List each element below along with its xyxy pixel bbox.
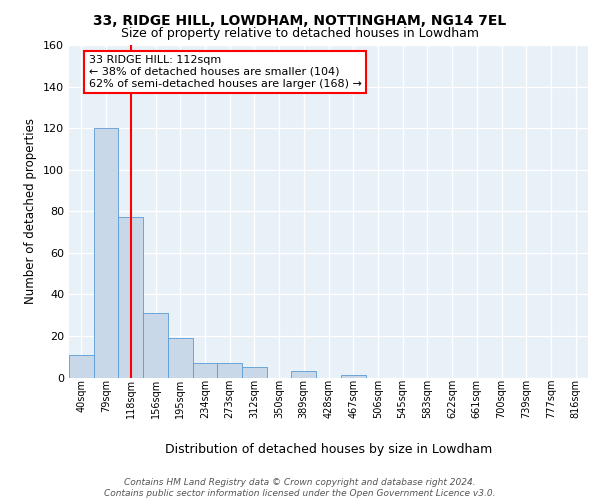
- Bar: [69, 354, 94, 378]
- Bar: [118, 218, 143, 378]
- Text: Size of property relative to detached houses in Lowdham: Size of property relative to detached ho…: [121, 28, 479, 40]
- Text: 33, RIDGE HILL, LOWDHAM, NOTTINGHAM, NG14 7EL: 33, RIDGE HILL, LOWDHAM, NOTTINGHAM, NG1…: [94, 14, 506, 28]
- Bar: [341, 376, 365, 378]
- Bar: [242, 367, 267, 378]
- Bar: [168, 338, 193, 378]
- Text: Distribution of detached houses by size in Lowdham: Distribution of detached houses by size …: [165, 442, 493, 456]
- Bar: [94, 128, 118, 378]
- Bar: [217, 363, 242, 378]
- Text: 33 RIDGE HILL: 112sqm
← 38% of detached houses are smaller (104)
62% of semi-det: 33 RIDGE HILL: 112sqm ← 38% of detached …: [89, 56, 362, 88]
- Bar: [193, 363, 217, 378]
- Text: Contains HM Land Registry data © Crown copyright and database right 2024.
Contai: Contains HM Land Registry data © Crown c…: [104, 478, 496, 498]
- Bar: [292, 372, 316, 378]
- Bar: [143, 313, 168, 378]
- Y-axis label: Number of detached properties: Number of detached properties: [25, 118, 37, 304]
